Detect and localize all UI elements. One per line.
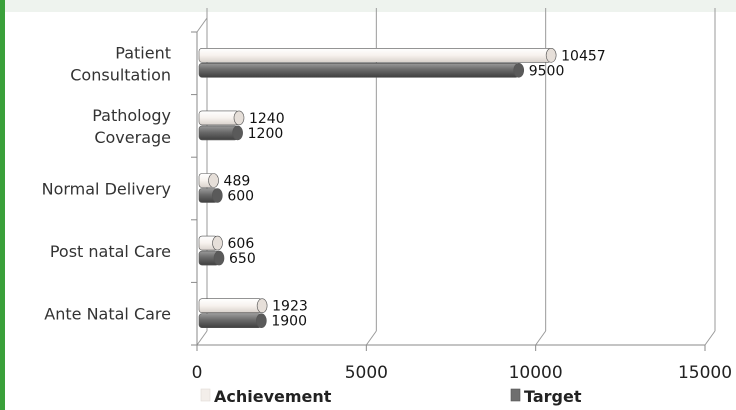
bar-achievement-cap <box>212 235 223 251</box>
bar-target-cap <box>513 63 525 78</box>
category-label: Consultation <box>70 65 171 84</box>
bar-achievement-body <box>198 110 240 126</box>
data-label-target: 600 <box>227 189 254 205</box>
gridline-floor <box>196 330 208 346</box>
bars-layer <box>198 47 557 329</box>
category-label: Ante Natal Care <box>44 305 171 324</box>
bar-achievement-cap <box>545 47 557 63</box>
legend-achievement-label: Achievement <box>214 387 332 406</box>
bar-target <box>198 62 525 78</box>
bar-target <box>198 125 243 141</box>
x-tick-label: 0 <box>192 363 203 383</box>
data-label-target: 1900 <box>271 314 307 330</box>
bar-target <box>198 188 223 203</box>
bar-target <box>198 313 267 329</box>
category-label: Normal Delivery <box>42 180 171 199</box>
bar-target-body <box>198 125 238 141</box>
category-label: Post natal Care <box>50 242 171 261</box>
data-label-achievement: 10457 <box>561 48 606 64</box>
bar-achievement-body <box>198 298 263 314</box>
bar-achievement <box>198 298 268 314</box>
data-label-target: 9500 <box>529 63 565 79</box>
bar-target-body <box>198 313 262 329</box>
bar-target <box>198 250 225 266</box>
bar-achievement-body <box>198 47 552 63</box>
left-accent-bar <box>0 0 5 410</box>
bar-achievement <box>198 110 245 126</box>
legend-achievement-swatch <box>200 388 211 402</box>
bar-achievement <box>198 47 557 63</box>
bar-target-cap <box>212 188 223 203</box>
top-band <box>5 0 736 12</box>
category-label: Coverage <box>94 128 171 147</box>
gridline-floor <box>535 330 547 346</box>
bar-achievement-cap <box>233 110 245 126</box>
bar-target-cap <box>213 250 225 266</box>
data-label-achievement: 1240 <box>249 111 285 127</box>
category-label: Patient <box>115 43 171 62</box>
data-label-target: 1200 <box>248 126 284 142</box>
data-label-achievement: 1923 <box>272 299 308 315</box>
legend-target-label: Target <box>524 387 582 406</box>
data-label-achievement: 606 <box>228 236 255 252</box>
bar-target-body <box>198 62 520 78</box>
bar-achievement-cap <box>256 298 268 314</box>
x-tick-label: 10000 <box>509 363 563 383</box>
bar-target-cap <box>232 125 243 141</box>
legend-target-swatch <box>510 388 521 402</box>
legend: Achievement Target <box>200 387 582 406</box>
gridline-floor <box>365 330 377 346</box>
bar-achievement-cap <box>208 173 219 188</box>
gridline-floor <box>704 330 716 346</box>
wall-top-edge <box>196 17 208 33</box>
data-label-achievement: 489 <box>224 174 251 190</box>
category-label: Pathology <box>92 106 171 125</box>
x-tick-label: 5000 <box>345 363 388 383</box>
labels-layer: 0 5000 10000 15000 Patient Consultation 104579… <box>42 43 732 383</box>
bar-target-cap <box>256 313 267 329</box>
bar-achievement <box>198 235 223 251</box>
x-tick-label: 15000 <box>678 363 732 383</box>
bar-achievement <box>198 173 219 188</box>
data-label-target: 650 <box>229 251 256 267</box>
